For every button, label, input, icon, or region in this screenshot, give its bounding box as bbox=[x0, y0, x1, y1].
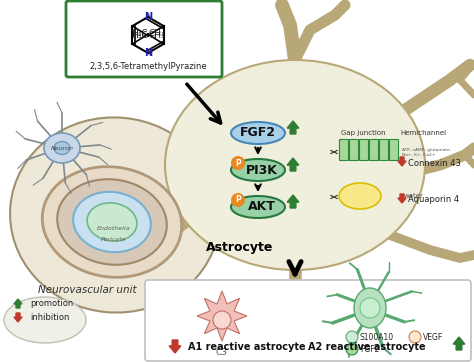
Text: H₃C: H₃C bbox=[131, 29, 147, 38]
Text: Connexin 43: Connexin 43 bbox=[408, 159, 461, 168]
Circle shape bbox=[409, 331, 421, 343]
FancyBboxPatch shape bbox=[359, 139, 368, 160]
Ellipse shape bbox=[231, 122, 285, 144]
FancyBboxPatch shape bbox=[66, 1, 222, 77]
Text: Aquaporin 4: Aquaporin 4 bbox=[408, 195, 459, 205]
Text: N: N bbox=[144, 12, 152, 22]
Circle shape bbox=[346, 331, 358, 343]
Text: Gap junction: Gap junction bbox=[341, 130, 385, 136]
Ellipse shape bbox=[10, 117, 220, 312]
Text: Astrocyte: Astrocyte bbox=[206, 241, 273, 254]
Text: PI3K: PI3K bbox=[246, 164, 278, 177]
Text: CH₃: CH₃ bbox=[148, 29, 165, 38]
Ellipse shape bbox=[231, 196, 285, 218]
Ellipse shape bbox=[87, 203, 137, 241]
FancyBboxPatch shape bbox=[349, 139, 358, 160]
Ellipse shape bbox=[73, 192, 151, 252]
Ellipse shape bbox=[339, 183, 381, 209]
Circle shape bbox=[231, 156, 245, 170]
Polygon shape bbox=[14, 313, 22, 322]
Text: inhibition: inhibition bbox=[30, 313, 69, 323]
Polygon shape bbox=[14, 299, 22, 308]
Text: S100A10: S100A10 bbox=[360, 333, 394, 341]
Text: Hemichannel: Hemichannel bbox=[400, 130, 446, 136]
Circle shape bbox=[213, 311, 231, 329]
Ellipse shape bbox=[231, 159, 285, 181]
Ellipse shape bbox=[54, 142, 70, 155]
Text: Pericyte: Pericyte bbox=[101, 237, 127, 243]
Text: Na+, K+, Ca2+: Na+, K+, Ca2+ bbox=[402, 153, 436, 157]
FancyBboxPatch shape bbox=[145, 280, 471, 361]
Polygon shape bbox=[398, 194, 406, 203]
Text: Neuron: Neuron bbox=[51, 146, 73, 151]
Polygon shape bbox=[453, 337, 465, 350]
FancyBboxPatch shape bbox=[339, 139, 348, 160]
Text: FGF2: FGF2 bbox=[240, 126, 276, 139]
Text: FGF2: FGF2 bbox=[360, 345, 379, 354]
Text: Neurovascular unit: Neurovascular unit bbox=[38, 285, 137, 295]
Text: C3: C3 bbox=[216, 348, 228, 357]
Polygon shape bbox=[398, 157, 406, 166]
Text: promotion: promotion bbox=[30, 299, 73, 308]
Polygon shape bbox=[287, 158, 299, 171]
Text: N: N bbox=[144, 48, 152, 58]
Text: P: P bbox=[235, 195, 241, 205]
Circle shape bbox=[346, 343, 358, 355]
Circle shape bbox=[360, 298, 380, 318]
Polygon shape bbox=[197, 291, 247, 341]
Text: A2 reactive astrocyte: A2 reactive astrocyte bbox=[308, 342, 426, 352]
FancyBboxPatch shape bbox=[380, 139, 389, 160]
FancyBboxPatch shape bbox=[370, 139, 379, 160]
Text: CH₃: CH₃ bbox=[148, 31, 165, 41]
Circle shape bbox=[231, 193, 245, 207]
Text: water: water bbox=[404, 193, 424, 199]
Polygon shape bbox=[287, 121, 299, 134]
Text: P: P bbox=[235, 159, 241, 168]
Text: Endothelia: Endothelia bbox=[97, 226, 131, 231]
Text: VEGF: VEGF bbox=[423, 333, 443, 341]
Polygon shape bbox=[287, 195, 299, 208]
Ellipse shape bbox=[354, 288, 386, 328]
FancyBboxPatch shape bbox=[390, 139, 399, 160]
Text: ATP, cAMP, glutamate,: ATP, cAMP, glutamate, bbox=[402, 148, 451, 152]
Ellipse shape bbox=[44, 133, 80, 163]
Text: A1 reactive astrocyte: A1 reactive astrocyte bbox=[188, 342, 306, 352]
Ellipse shape bbox=[165, 60, 425, 270]
Polygon shape bbox=[169, 340, 181, 353]
Text: 2,3,5,6-TetramethylPyrazine: 2,3,5,6-TetramethylPyrazine bbox=[89, 62, 207, 71]
Ellipse shape bbox=[4, 297, 86, 343]
Text: H₃C: H₃C bbox=[131, 31, 147, 41]
Ellipse shape bbox=[42, 167, 182, 277]
Ellipse shape bbox=[57, 179, 167, 265]
Text: AKT: AKT bbox=[248, 201, 276, 214]
